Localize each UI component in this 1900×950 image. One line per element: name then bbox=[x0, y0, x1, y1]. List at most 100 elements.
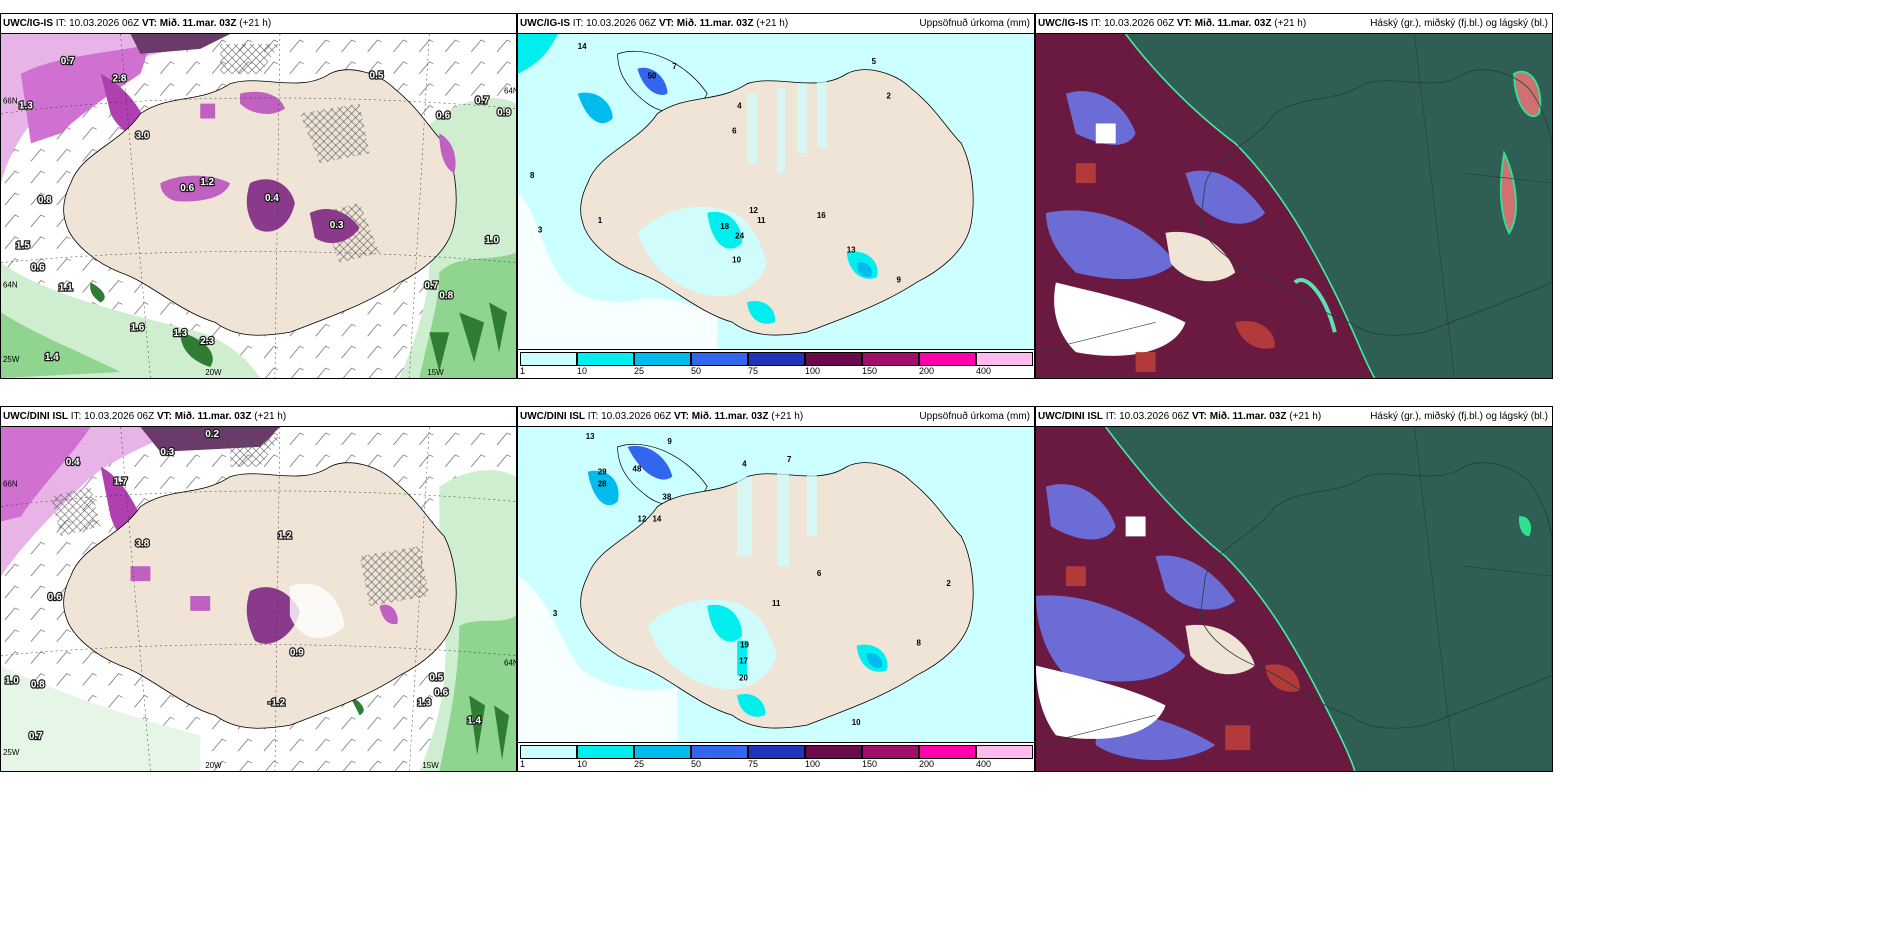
colorbar-tick: 1 bbox=[520, 366, 526, 376]
colorbar-tick: 100 bbox=[805, 366, 821, 376]
colorbar-swatch bbox=[577, 352, 634, 366]
colorbar-swatch bbox=[862, 745, 919, 759]
colorbar-tick: 400 bbox=[976, 366, 992, 376]
value-label: 9 bbox=[667, 437, 672, 446]
colorbar-tick: 100 bbox=[805, 759, 821, 769]
lead-time: (+21 h) bbox=[239, 18, 272, 29]
value-label: 8 bbox=[530, 171, 535, 180]
valid-time: VT: Mið. 11.mar. 03Z bbox=[658, 18, 754, 29]
colorbar-tick: 150 bbox=[862, 759, 878, 769]
lon-label-15w: 15W bbox=[427, 368, 444, 377]
issue-time: IT: 10.03.2026 06Z bbox=[587, 411, 672, 422]
value-label: 38 bbox=[662, 493, 671, 502]
precip-values: 0.2 0.3 0.4 1.7 1.2 3.8 0.6 0.9 -1.2 1.0… bbox=[4, 428, 483, 744]
value-label: 1.7 bbox=[114, 477, 128, 488]
lon-label-15w: 15W bbox=[422, 761, 439, 770]
panel-header: UWC/IG-IS IT: 10.03.2026 06Z VT: Mið. 11… bbox=[1, 14, 516, 34]
value-label: 1.3 bbox=[19, 101, 33, 112]
value-label: 3 bbox=[538, 226, 543, 235]
value-label: 0.4 bbox=[265, 193, 279, 204]
value-label: 2.8 bbox=[113, 74, 127, 85]
colorbar-swatch bbox=[691, 745, 748, 759]
precip-values: 13 9 48 38 28 29 12 14 4 7 3 19 20 17 6 … bbox=[553, 432, 951, 727]
value-label: 1.0 bbox=[5, 676, 19, 687]
map-cloud-cover bbox=[1036, 34, 1552, 378]
colorbar-swatch bbox=[805, 352, 862, 366]
panel-title: Uppsöfnuð úrkoma (mm) bbox=[919, 18, 1030, 29]
map-wind-precip: 66N 64N 25W 20W 15W 64N 0.7 2.8 3.0 1.3 … bbox=[1, 34, 516, 378]
colorbar-swatch bbox=[919, 745, 976, 759]
valid-time: VT: Mið. 11.mar. 03Z bbox=[1191, 411, 1287, 422]
colorbar-tick: 25 bbox=[634, 759, 645, 769]
valid-time: VT: Mið. 11.mar. 03Z bbox=[1176, 18, 1272, 29]
value-label: 11 bbox=[772, 599, 781, 608]
lead-time: (+21 h) bbox=[1274, 18, 1307, 29]
lon-label-25w: 25W bbox=[3, 748, 20, 757]
value-label: 0.7 bbox=[61, 56, 75, 67]
colorbar-tick: 75 bbox=[748, 366, 759, 376]
issue-time: IT: 10.03.2026 06Z bbox=[1090, 18, 1175, 29]
colorbar-swatch bbox=[862, 352, 919, 366]
value-label: 6 bbox=[732, 126, 737, 135]
value-label: 0.6 bbox=[180, 183, 194, 194]
issue-time: IT: 10.03.2026 06Z bbox=[55, 18, 140, 29]
panel-header: UWC/DINI ISL IT: 10.03.2026 06Z VT: Mið.… bbox=[1036, 407, 1552, 427]
value-label: 3.8 bbox=[135, 538, 149, 549]
value-label: 1.2 bbox=[200, 177, 214, 188]
value-label: 8 bbox=[916, 639, 921, 648]
colorbar-swatch bbox=[748, 745, 805, 759]
lat-label-66n: 66N bbox=[3, 480, 18, 489]
colorbar-swatch bbox=[748, 352, 805, 366]
colorbar-tick: 50 bbox=[691, 366, 702, 376]
lead-time: (+21 h) bbox=[1289, 411, 1322, 422]
lat-label-64n: 64N bbox=[3, 281, 18, 290]
value-label: 1.3 bbox=[417, 697, 431, 708]
panel-header: UWC/IG-IS IT: 10.03.2026 06Z VT: Mið. 11… bbox=[518, 14, 1034, 34]
value-label: 9 bbox=[897, 275, 902, 284]
value-label: 0.8 bbox=[31, 679, 45, 690]
value-label: 1.3 bbox=[173, 328, 187, 339]
colorbar-swatch bbox=[577, 745, 634, 759]
panel-top-left-wind-precip: UWC/IG-IS IT: 10.03.2026 06Z VT: Mið. 11… bbox=[0, 13, 517, 379]
colorbar-swatch bbox=[976, 745, 1033, 759]
value-label: 11 bbox=[757, 216, 766, 225]
panel-bottom-right-cloud-cover: UWC/DINI ISL IT: 10.03.2026 06Z VT: Mið.… bbox=[1035, 406, 1553, 772]
lead-time: (+21 h) bbox=[756, 18, 789, 29]
value-label: 1.6 bbox=[130, 322, 144, 333]
panel-title: Háský (gr.), miðský (fj.bl.) og lágský (… bbox=[1370, 18, 1548, 29]
precip-colorbar: 1 10 25 50 75 100 150 200 400 bbox=[518, 349, 1034, 378]
precip-colorbar: 1 10 25 50 75 100 150 200 400 bbox=[518, 742, 1034, 771]
model-name: UWC/DINI ISL bbox=[1038, 411, 1103, 422]
value-label: 10 bbox=[732, 256, 741, 265]
lon-label-20w: 20W bbox=[205, 368, 222, 377]
value-label: 0.6 bbox=[31, 263, 45, 274]
colorbar-swatch bbox=[634, 745, 691, 759]
value-label: 19 bbox=[740, 641, 749, 650]
value-label: 28 bbox=[598, 480, 607, 489]
colorbar-tick: 200 bbox=[919, 759, 935, 769]
panel-header: UWC/DINI ISL IT: 10.03.2026 06Z VT: Mið.… bbox=[518, 407, 1034, 427]
value-label: 0.2 bbox=[205, 429, 219, 440]
value-label: 6 bbox=[817, 569, 822, 578]
value-label: 0.5 bbox=[370, 71, 384, 82]
panel-title: Háský (gr.), miðský (fj.bl.) og lágský (… bbox=[1370, 411, 1548, 422]
colorbar-swatch bbox=[634, 352, 691, 366]
colorbar-tick: 1 bbox=[520, 759, 526, 769]
value-label: 0.6 bbox=[48, 592, 62, 603]
map-accumulated-precip: 14 50 8 7 5 3 4 6 12 18 24 10 13 16 2 11… bbox=[518, 34, 1034, 350]
panel-title: Uppsöfnuð úrkoma (mm) bbox=[919, 411, 1030, 422]
value-label: 0.4 bbox=[66, 457, 80, 468]
model-name: UWC/DINI ISL bbox=[520, 411, 585, 422]
colorbar-tick: 150 bbox=[862, 366, 878, 376]
colorbar-tick: 25 bbox=[634, 366, 645, 376]
map-accumulated-precip: 13 9 48 38 28 29 12 14 4 7 3 19 20 17 6 … bbox=[518, 427, 1034, 743]
lat-label-66n: 66N bbox=[3, 97, 18, 106]
value-label: 3.0 bbox=[135, 130, 149, 141]
value-label: -1.2 bbox=[268, 697, 286, 708]
value-label: 0.3 bbox=[330, 220, 344, 231]
map-cloud-cover bbox=[1036, 427, 1552, 771]
value-label: 0.8 bbox=[439, 290, 453, 301]
panel-header: UWC/IG-IS IT: 10.03.2026 06Z VT: Mið. 11… bbox=[1036, 14, 1552, 34]
panel-header: UWC/DINI ISL IT: 10.03.2026 06Z VT: Mið.… bbox=[1, 407, 516, 427]
colorbar-tick: 10 bbox=[577, 366, 588, 376]
